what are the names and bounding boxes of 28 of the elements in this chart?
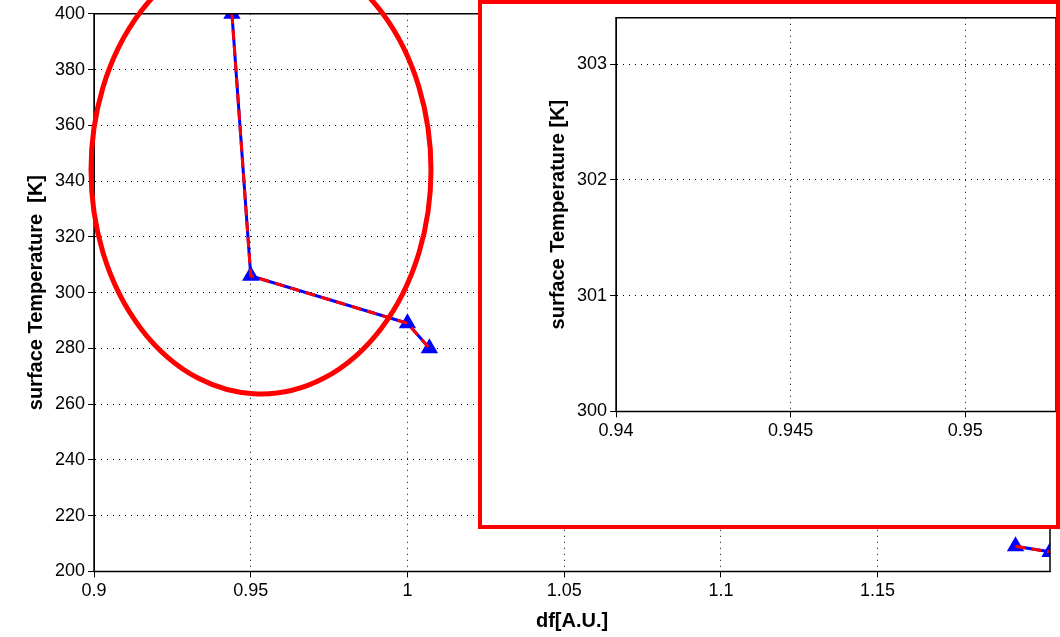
y-tick-label: 260 [54, 393, 86, 414]
y-tick-label: 200 [54, 560, 86, 581]
y-tick-label: 302 [576, 168, 608, 189]
x-tick-label: 0.945 [768, 420, 814, 441]
y-tick-label: 300 [54, 281, 86, 302]
y-tick-label: 400 [54, 2, 86, 23]
y-tick-label: 303 [576, 53, 608, 74]
x-tick-label: 1.05 [546, 580, 582, 601]
x-tick-label: 0.95 [233, 580, 269, 601]
y-tick-label: 320 [54, 225, 86, 246]
y-tick-label: 300 [576, 400, 608, 421]
y-tick-label: 240 [54, 448, 86, 469]
y-tick-label: 360 [54, 114, 86, 135]
x-tick-label: 0.94 [598, 420, 634, 441]
y-tick-label: 301 [576, 284, 608, 305]
x-tick-label: 0.95 [947, 420, 983, 441]
y-axis-title: surface Temperature [K] [545, 99, 568, 330]
x-tick-label: 1.1 [708, 580, 734, 601]
y-tick-label: 280 [54, 337, 86, 358]
x-tick-label: 0.9 [81, 580, 107, 601]
y-tick-label: 340 [54, 170, 86, 191]
y-tick-label: 220 [54, 504, 86, 525]
point [421, 339, 437, 354]
x-axis-title: df[A.U.] [535, 608, 609, 631]
y-axis-title: surface Temperature [K] [23, 174, 46, 411]
y-tick-label: 380 [54, 58, 86, 79]
x-tick-label: 1 [402, 580, 413, 601]
x-tick-label: 1.15 [860, 580, 896, 601]
